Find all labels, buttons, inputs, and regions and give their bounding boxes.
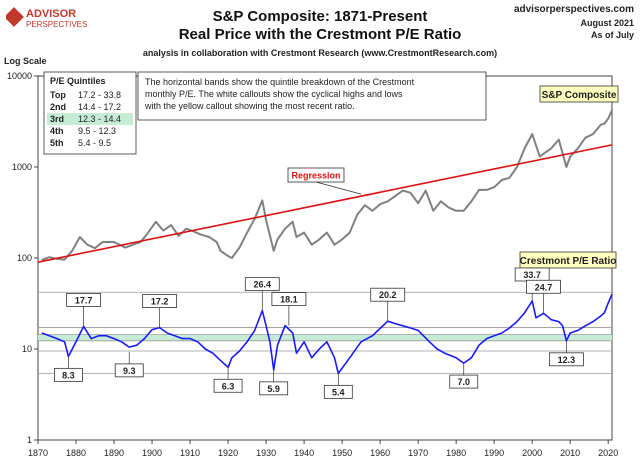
site-name: advisorperspectives.com — [513, 4, 634, 15]
y-tick-label: 10000 — [7, 71, 32, 81]
legend-row-name: 2nd — [50, 102, 66, 112]
x-tick-label: 2010 — [560, 448, 580, 458]
chart-subtitle: analysis in collaboration with Crestmont… — [142, 48, 498, 58]
callout-value: 17.7 — [75, 295, 93, 305]
callout-value: 24.7 — [535, 282, 553, 292]
callout-value: 20.2 — [379, 290, 397, 300]
regression-label-pointer — [315, 181, 362, 195]
x-tick-label: 1920 — [218, 448, 238, 458]
x-tick-label: 1970 — [408, 448, 428, 458]
advisor-perspectives-logo: ADVISOR PERSPECTIVES — [6, 7, 87, 29]
callout-value: 5.4 — [332, 387, 345, 397]
y-tick-label: 10 — [22, 344, 32, 354]
publish-month: August 2021 — [580, 18, 634, 28]
legend-row-name: 4th — [50, 126, 64, 136]
callout-box — [66, 293, 102, 307]
callout-box — [259, 381, 289, 396]
crestmont-label: Crestmont P/E Ratio — [520, 256, 617, 267]
legend-row-range: 14.4 - 17.2 — [78, 102, 121, 112]
legend-row-highlight — [47, 113, 133, 125]
callout-value: 17.2 — [151, 297, 169, 307]
callout-value: 8.3 — [62, 370, 75, 380]
x-tick-label: 1960 — [370, 448, 390, 458]
note-text-line: with the yellow callout showing the most… — [144, 101, 355, 111]
sp-composite-label: S&P Composite — [542, 90, 617, 101]
x-tick-label: 2020 — [598, 448, 618, 458]
callout-value: 18.1 — [280, 295, 298, 305]
highlight-band — [38, 334, 612, 341]
chart-title: S&P Composite: 1871-Present — [212, 8, 428, 25]
callout-box — [449, 374, 479, 389]
y-tick-label: 100 — [17, 253, 32, 263]
legend-row-name: 5th — [50, 138, 64, 148]
callout-value: 12.3 — [558, 355, 576, 365]
logo-line2: PERSPECTIVES — [26, 20, 87, 29]
x-tick-label: 1990 — [484, 448, 504, 458]
note-text-line: The horizontal bands show the quintile b… — [145, 77, 415, 87]
callout-box — [548, 352, 584, 367]
callout-box — [54, 367, 83, 382]
crestmont-label-box — [519, 251, 617, 269]
regression-line — [37, 144, 613, 263]
callout-value: 33.7 — [523, 270, 541, 280]
x-tick-label: 1890 — [104, 448, 124, 458]
note-text: The horizontal bands show the quintile b… — [144, 77, 415, 111]
logo-line1: ADVISOR — [26, 8, 76, 20]
legend-row-range: 5.4 - 9.5 — [78, 138, 111, 148]
callout-box — [370, 287, 406, 302]
callout-value: 6.3 — [222, 381, 235, 391]
callout-box — [323, 384, 353, 399]
x-tick-label: 1930 — [256, 448, 276, 458]
callout-box — [271, 292, 307, 306]
sp-composite-label-box — [539, 85, 619, 103]
callout-box — [213, 378, 243, 393]
note-box — [137, 71, 487, 121]
callout-box — [114, 363, 144, 378]
legend-row-name: Top — [50, 90, 66, 100]
x-tick-label: 1910 — [180, 448, 200, 458]
callout-value: 9.3 — [123, 366, 136, 376]
callout-box — [244, 277, 280, 292]
legend-row-name: 3rd — [50, 114, 64, 124]
chart-title-line2: Real Price with the Crestmont P/E Ratio — [178, 26, 462, 43]
x-tick-label: 1950 — [332, 448, 352, 458]
regression-label: Regression — [291, 171, 340, 181]
note-text-line: monthly P/E. The white callouts show the… — [145, 89, 403, 99]
crestmont-pe-line — [41, 293, 613, 375]
callout-value: 7.0 — [457, 377, 470, 387]
x-tick-label: 1900 — [142, 448, 162, 458]
legend-row-range: 12.3 - 14.4 — [78, 114, 121, 124]
as-of-date: As of July — [590, 30, 634, 40]
x-tick-label: 2000 — [522, 448, 542, 458]
y-tick-label: 1000 — [12, 162, 32, 172]
legend-row-range: 17.2 - 33.8 — [78, 90, 121, 100]
callout-box — [142, 294, 178, 308]
callout-value: 5.9 — [267, 384, 280, 394]
legend-row-range: 9.5 - 12.3 — [78, 126, 116, 136]
callout-value: 26.4 — [254, 280, 272, 290]
y-tick-label: 1 — [27, 435, 32, 445]
x-tick-label: 1880 — [66, 448, 86, 458]
logo-diamond-icon — [6, 7, 24, 27]
sp-composite-line — [41, 109, 613, 261]
x-tick-label: 1940 — [294, 448, 314, 458]
callout-box — [526, 279, 561, 294]
legend-title: P/E Quintiles — [50, 76, 106, 86]
y-axis-label: Log Scale — [4, 56, 47, 66]
x-tick-label: 1870 — [28, 448, 48, 458]
x-tick-label: 1980 — [446, 448, 466, 458]
